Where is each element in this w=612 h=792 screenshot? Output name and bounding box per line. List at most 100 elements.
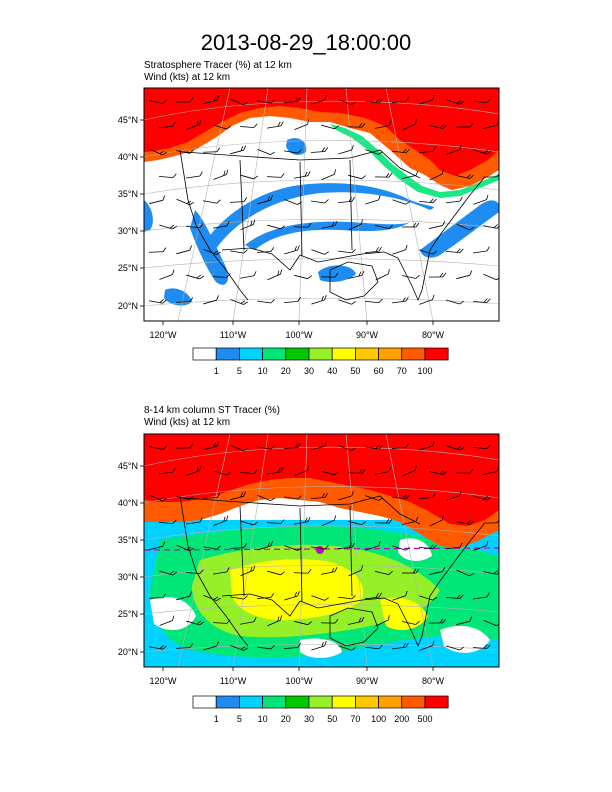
panel2-wind-barb: [230, 444, 248, 452]
panel1-wind-barb: [257, 149, 275, 155]
panel1-lon-tick-label: 80°W: [422, 330, 445, 340]
panel1-graticule-line: [144, 140, 499, 158]
panel1-coastline: [329, 261, 379, 301]
panel1-wind-barb: [230, 249, 248, 254]
panel1-tracer-patch: [190, 210, 229, 285]
panel2-wind-barb: [320, 618, 339, 624]
panel1-wind-barb: [283, 97, 302, 103]
panel1-graticule-line: [144, 179, 499, 195]
panel2-wind-barb: [364, 644, 383, 650]
panel1-tracer-band-red: [144, 88, 499, 176]
panel2-legend-label: 30: [304, 714, 314, 724]
panel1-legend-label: 40: [327, 366, 337, 376]
panel1-wind-barb: [364, 246, 382, 254]
panel1-wind-barb: [311, 294, 327, 305]
panel1-wind-barb: [267, 224, 285, 230]
panel2-wind-barb: [202, 493, 221, 499]
panel1-wind-barb: [446, 299, 464, 305]
panel1-wind-barb: [294, 274, 312, 280]
panel2-legend-swatch: [215, 695, 240, 709]
panel2-wind-barb: [419, 595, 437, 601]
panel2-tracer-gap: [300, 638, 342, 658]
panel1-graticule-line: [144, 258, 499, 269]
panel2-map-frame: [143, 433, 500, 668]
panel2-wind-barb: [472, 644, 491, 649]
panel1-wind-barb: [267, 269, 283, 281]
panel2-wind-barb: [365, 540, 381, 551]
panel2-tracer-gap: [150, 596, 196, 631]
panel1-wind-barb: [365, 98, 383, 104]
panel1-legend-label: 1: [214, 366, 219, 376]
panel2-wind-barb: [283, 642, 301, 650]
panel2-wind-barb: [337, 542, 355, 550]
panel1-wind-barb: [338, 145, 354, 155]
panel1-wind-barb: [429, 220, 446, 229]
panel1-wind-barb: [402, 119, 417, 131]
panel2-wind-barb: [266, 519, 285, 524]
panel2-wind-barb: [284, 495, 302, 500]
panel1-wind-barb: [418, 146, 436, 154]
panel2-wind-barb: [294, 517, 311, 525]
panel1-lon-tick-label: 100°W: [285, 330, 313, 340]
panel1-wind-barb: [175, 297, 194, 303]
panel1-lat-tick-label: 25°N: [118, 263, 138, 273]
panel2-wind-barb: [230, 645, 248, 651]
panel2-legend-swatch: [355, 695, 379, 709]
panel1-wind-barb: [402, 170, 419, 179]
panel2-wind-barb: [203, 545, 221, 550]
panel2-legend-swatch: [401, 695, 426, 709]
panel1-wind-barb: [473, 149, 491, 155]
panel2-wind-barb: [418, 544, 437, 550]
panel2-wind-barb: [229, 543, 248, 549]
panel1-tracer-band-green: [330, 124, 499, 198]
panel1-wind-barb: [149, 195, 166, 205]
panel1-wind-barb: [240, 271, 257, 279]
panel1-wind-barb: [203, 95, 220, 105]
panel2-wind-barb: [176, 495, 194, 500]
panel2-wind-barb: [149, 644, 167, 650]
panel1-wind-barb: [321, 220, 338, 229]
panel1-wind-barb: [203, 249, 221, 255]
panel2-wind-barb: [230, 491, 246, 501]
panel1-graticule-line: [144, 297, 499, 307]
panel1-wind-barb: [445, 248, 464, 254]
panel2-wind-barb: [213, 515, 229, 526]
panel2-wind-barb: [213, 567, 230, 575]
panel1-wind-barb: [294, 119, 310, 130]
panel2-legend-swatch: [285, 695, 310, 709]
panel1-wind-barb: [473, 194, 489, 205]
panel1-legend-swatch: [192, 347, 217, 361]
panel2-graticule-line: [298, 434, 308, 667]
panel2-wind-barb: [482, 518, 499, 524]
panel2-wind-barb: [456, 569, 474, 577]
panel2-lat-tick-label: 20°N: [118, 647, 138, 657]
panel1-wind-barb: [391, 96, 409, 104]
panel1-legend-label: 50: [350, 366, 360, 376]
panel1-wind-barb: [375, 269, 390, 281]
panel2-wind-barb: [159, 615, 175, 626]
panel2-wind-barb: [348, 565, 363, 577]
panel1-legend-swatch: [378, 347, 403, 361]
panel1-field-label: Stratosphere Tracer (%) at 12 km: [144, 60, 292, 71]
panel2-tracer-band-red: [144, 434, 499, 526]
panel2-wind-barb: [176, 591, 192, 601]
panel2-wind-barb: [392, 494, 410, 500]
panel1-wind-barb: [229, 197, 248, 203]
panel2-legend-swatch: [308, 695, 333, 709]
panel1-wind-barb: [176, 198, 194, 206]
panel1-coastline: [179, 149, 249, 301]
panel1-graticule-line: [298, 88, 308, 321]
panel2-legend-label: 70: [350, 714, 360, 724]
panel1-wind-barb: [348, 174, 366, 180]
panel2-wind-barb: [294, 465, 310, 476]
panel2-wind-barb: [446, 542, 463, 550]
panel1-wind-barb: [375, 120, 392, 129]
panel2-wind-barb: [186, 465, 202, 476]
page-title: 2013-08-29_18:00:00: [200, 30, 412, 55]
panel1-wind-barb: [311, 199, 329, 204]
panel1-wind-barb: [348, 270, 365, 279]
panel1-legend-swatch: [215, 347, 240, 361]
panel2-legend-label: 10: [258, 714, 268, 724]
panel2-lon-tick-label: 110°W: [220, 676, 247, 686]
panel2-wind-barb: [149, 494, 167, 502]
